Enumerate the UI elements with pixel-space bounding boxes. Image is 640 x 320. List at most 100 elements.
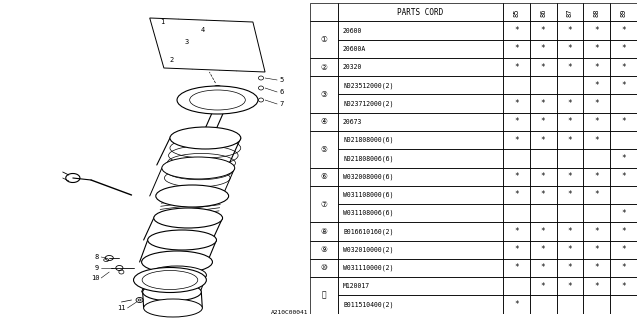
Text: W031110000(2): W031110000(2)	[343, 265, 394, 271]
Text: *: *	[595, 81, 599, 90]
Ellipse shape	[142, 270, 198, 290]
Text: *: *	[541, 282, 545, 291]
Bar	[503, 40, 530, 58]
Bar	[583, 277, 610, 295]
Bar	[338, 222, 503, 241]
Bar	[583, 241, 610, 259]
Bar	[583, 21, 610, 40]
Bar	[557, 241, 583, 259]
Bar	[503, 277, 530, 295]
Text: *: *	[541, 63, 545, 72]
Bar	[503, 204, 530, 222]
Bar	[557, 168, 583, 186]
Text: *: *	[595, 63, 599, 72]
Bar	[338, 295, 503, 314]
Text: 87: 87	[567, 8, 573, 17]
Bar	[610, 3, 637, 21]
Text: ⑪: ⑪	[322, 291, 326, 300]
Text: N023512000(2): N023512000(2)	[343, 82, 394, 89]
Bar	[610, 149, 637, 168]
Bar	[310, 186, 338, 222]
Text: *: *	[568, 282, 572, 291]
Text: *: *	[514, 117, 518, 126]
Bar	[338, 186, 503, 204]
Text: *: *	[541, 263, 545, 272]
Text: N021808000(6): N021808000(6)	[343, 137, 394, 143]
Bar	[610, 21, 637, 40]
Bar	[557, 277, 583, 295]
Text: *: *	[595, 227, 599, 236]
Bar	[503, 58, 530, 76]
Text: B016610160(2): B016610160(2)	[343, 228, 394, 235]
Text: *: *	[514, 190, 518, 199]
Bar	[503, 259, 530, 277]
Bar	[530, 21, 557, 40]
Text: W032010000(2): W032010000(2)	[343, 246, 394, 253]
Bar	[530, 295, 557, 314]
Text: *: *	[514, 172, 518, 181]
Ellipse shape	[162, 157, 235, 179]
Text: ⑤: ⑤	[321, 145, 328, 154]
Bar	[310, 21, 338, 58]
Text: *: *	[621, 154, 626, 163]
Bar	[310, 277, 338, 314]
Ellipse shape	[148, 266, 206, 284]
Text: *: *	[621, 44, 626, 53]
Text: *: *	[621, 63, 626, 72]
Bar	[530, 168, 557, 186]
Text: *: *	[541, 99, 545, 108]
Text: *: *	[621, 282, 626, 291]
Ellipse shape	[148, 230, 216, 250]
Text: 8: 8	[95, 254, 99, 260]
Text: *: *	[595, 99, 599, 108]
Bar	[583, 94, 610, 113]
Text: 2: 2	[170, 57, 174, 63]
Text: *: *	[514, 26, 518, 35]
Text: ④: ④	[321, 117, 328, 126]
Text: *: *	[568, 172, 572, 181]
Bar	[557, 259, 583, 277]
Text: ⑦: ⑦	[321, 200, 328, 209]
Bar	[503, 131, 530, 149]
Bar	[583, 40, 610, 58]
Text: *: *	[541, 117, 545, 126]
Text: *: *	[568, 245, 572, 254]
Bar	[557, 295, 583, 314]
Text: *: *	[514, 300, 518, 309]
Bar	[557, 204, 583, 222]
Bar	[583, 259, 610, 277]
Text: *: *	[568, 99, 572, 108]
Bar	[610, 58, 637, 76]
Text: *: *	[541, 26, 545, 35]
Bar	[557, 3, 583, 21]
Bar	[610, 186, 637, 204]
Bar	[530, 204, 557, 222]
Bar	[530, 94, 557, 113]
Bar	[557, 222, 583, 241]
Bar	[530, 241, 557, 259]
Bar	[338, 259, 503, 277]
Bar	[310, 241, 338, 259]
Bar	[583, 113, 610, 131]
Ellipse shape	[177, 86, 258, 114]
Bar	[310, 131, 338, 168]
Text: 5: 5	[279, 77, 284, 83]
Text: *: *	[621, 172, 626, 181]
Bar	[310, 58, 338, 76]
Text: W032008000(6): W032008000(6)	[343, 173, 394, 180]
Bar	[310, 76, 338, 113]
Bar	[530, 113, 557, 131]
Text: *: *	[568, 227, 572, 236]
Bar	[310, 222, 338, 241]
Bar	[530, 277, 557, 295]
Bar	[503, 186, 530, 204]
Text: N023712000(2): N023712000(2)	[343, 100, 394, 107]
Bar	[583, 58, 610, 76]
Text: 88: 88	[594, 8, 600, 17]
Text: 20320: 20320	[343, 64, 362, 70]
Bar	[583, 186, 610, 204]
Bar	[338, 40, 503, 58]
Text: N021808006(6): N021808006(6)	[343, 155, 394, 162]
Bar	[583, 204, 610, 222]
Text: 89: 89	[620, 8, 627, 17]
